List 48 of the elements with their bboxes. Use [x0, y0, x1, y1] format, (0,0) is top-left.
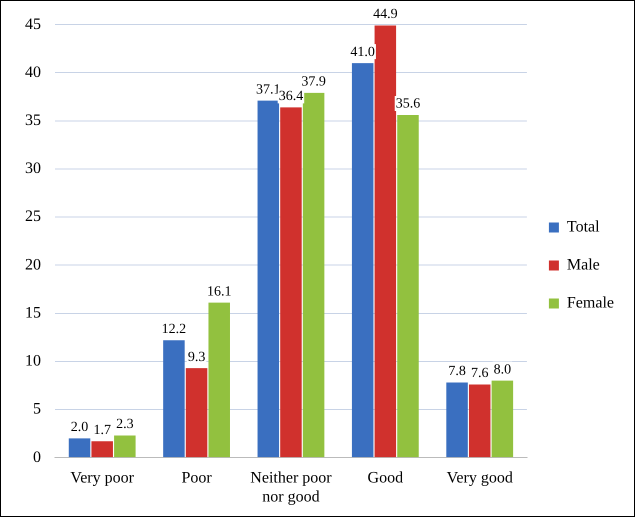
y-tick-label: 35	[25, 112, 41, 130]
data-label: 7.8	[448, 364, 466, 380]
data-label: 37.1	[256, 82, 281, 98]
y-tick-label: 5	[33, 400, 41, 418]
bar	[302, 92, 324, 458]
bar	[68, 438, 90, 458]
x-tick-label: Neither poor nor good	[250, 469, 332, 506]
y-tick-label: 10	[25, 352, 41, 370]
data-label: 7.6	[470, 366, 488, 382]
bar	[258, 100, 280, 458]
bar	[114, 435, 136, 458]
data-label: 44.9	[373, 7, 398, 22]
bar	[468, 384, 490, 458]
bar	[446, 382, 468, 458]
y-tick-label: 30	[25, 160, 41, 178]
x-tick-label: Very good	[446, 469, 513, 486]
data-label: 36.4	[278, 89, 304, 104]
y-tick-label: 20	[25, 256, 41, 274]
data-label: 2.3	[116, 417, 134, 432]
x-tick-label: Good	[368, 469, 404, 486]
bar	[397, 115, 419, 458]
y-tick-label: 40	[25, 64, 41, 81]
bar	[186, 368, 208, 458]
legend-label: Total	[566, 218, 600, 236]
bar	[91, 441, 113, 458]
data-label: 8.0	[494, 362, 512, 378]
x-tick-label: Very poor	[70, 469, 135, 486]
y-tick-label: 45	[25, 16, 41, 33]
y-tick-label: 25	[25, 208, 41, 226]
y-tick-label: 15	[25, 304, 41, 322]
bar	[374, 26, 396, 458]
data-label: 37.9	[301, 74, 326, 90]
bar	[352, 63, 374, 458]
data-label: 41.0	[350, 44, 375, 60]
data-label: 12.2	[162, 322, 186, 337]
bar	[492, 380, 514, 458]
x-tick-label: Poor	[181, 469, 212, 486]
data-label: 1.7	[93, 422, 111, 438]
data-label: 2.0	[70, 420, 88, 436]
data-label: 16.1	[206, 284, 232, 300]
bar	[163, 340, 185, 458]
data-label: 9.3	[188, 350, 206, 365]
legend-label: Male	[566, 256, 600, 274]
bar	[208, 302, 230, 458]
y-tick-label: 0	[33, 448, 41, 466]
bar	[280, 107, 302, 458]
data-label: 35.6	[396, 96, 420, 112]
legend-label: Female	[566, 294, 614, 312]
